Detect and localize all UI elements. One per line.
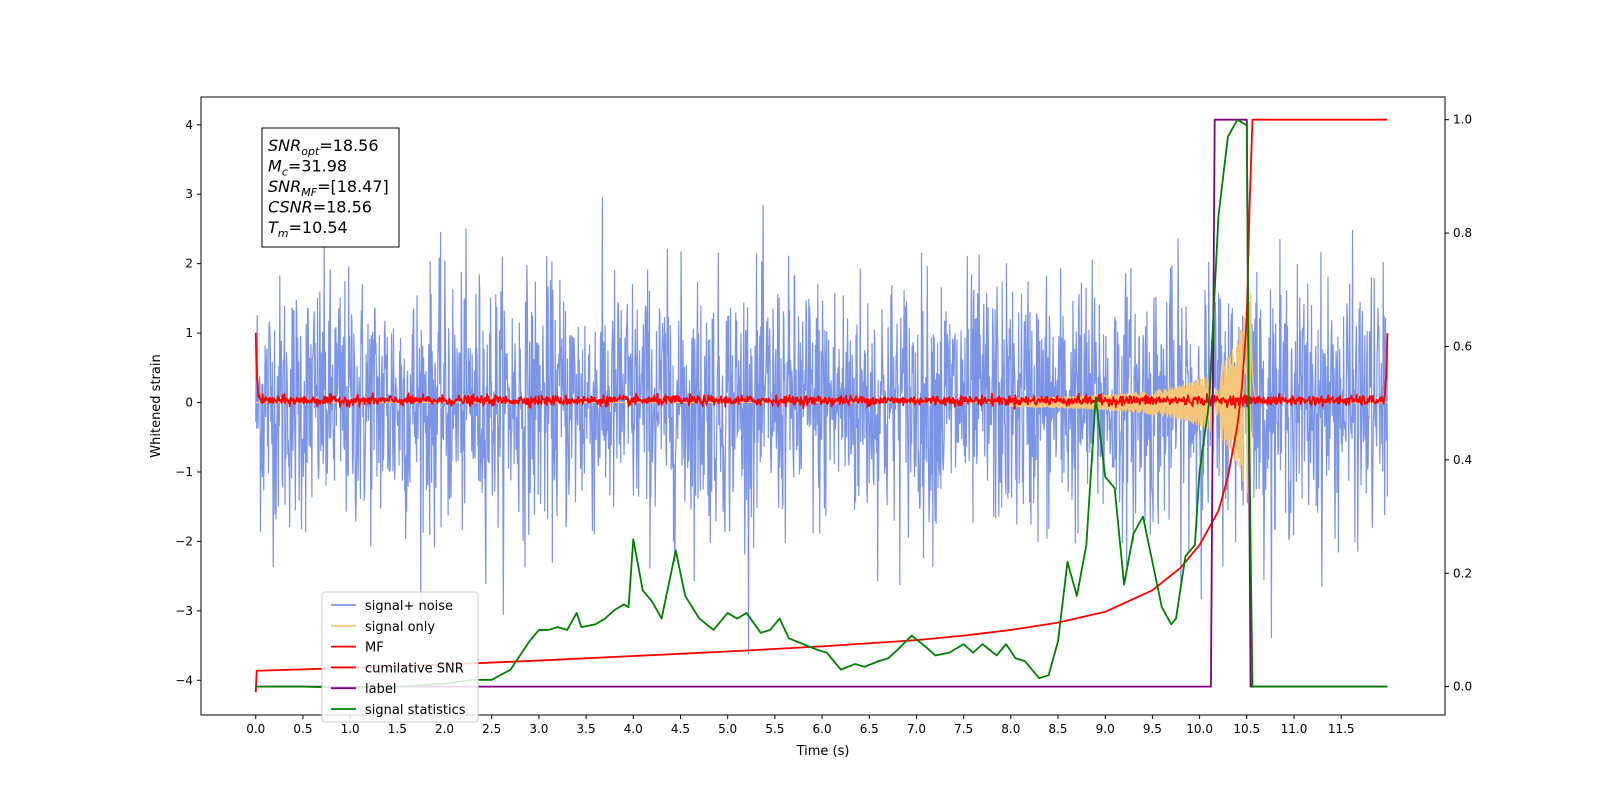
info-subscript: m (278, 227, 289, 240)
x-tick-label: 10.5 (1233, 722, 1260, 736)
y-tick-label: −3 (175, 604, 193, 618)
x-tick-label: 4.0 (624, 722, 643, 736)
y-tick-label: 0 (185, 396, 193, 410)
x-tick-label: 0.0 (246, 722, 265, 736)
x-axis: 0.0 0.5 1.0 1.5 2.0 2.5 3.0 3.5 4.0 4.5 5.0 5.5 6.0 6… (246, 715, 1355, 736)
y2-tick-label: 0.6 (1453, 339, 1472, 353)
x-tick-label: 5.0 (718, 722, 737, 736)
x-tick-label: 11.0 (1281, 722, 1308, 736)
series-line-3 (254, 118, 1388, 693)
x-tick-label: 2.5 (482, 722, 501, 736)
x-tick-label: 7.5 (954, 722, 973, 736)
legend: signal+ noise signal only MF cumilative SNR… (321, 591, 479, 723)
info-box-line: CSNR=18.56 (268, 198, 372, 217)
info-symbol: M (268, 157, 282, 176)
info-subscript: opt (301, 145, 320, 158)
info-box-line: SNRMF=[18.47] (268, 177, 389, 199)
y-tick-label: 3 (185, 187, 193, 201)
legend-label: signal+ noise (365, 599, 453, 614)
y2-tick-label: 0.2 (1453, 566, 1472, 580)
x-tick-label: 4.5 (671, 722, 690, 736)
x-tick-label: 3.5 (577, 722, 596, 736)
info-value: =[18.47] (317, 177, 389, 196)
legend-label: signal statistics (365, 703, 466, 718)
series-line-5 (255, 118, 1388, 689)
x-tick-label: 3.0 (529, 722, 548, 736)
legend-label: MF (365, 641, 384, 656)
info-subscript: c (282, 166, 288, 179)
series-layer (254, 118, 1389, 693)
x-tick-label: 8.0 (1001, 722, 1020, 736)
info-symbol: SNR (268, 177, 301, 196)
x-tick-label: 1.5 (388, 722, 407, 736)
y-tick-label: 2 (185, 257, 193, 271)
info-symbol: CSNR (268, 198, 313, 217)
info-box: SNRopt=18.56Mc=31.98SNRMF=[18.47]CSNR=18… (261, 127, 400, 248)
x-tick-label: 2.0 (435, 722, 454, 736)
y2-tick-label: 1.0 (1453, 113, 1472, 127)
x-axis-label: Time (s) (796, 744, 850, 759)
y-axis-label: Whitened strain (149, 354, 164, 457)
x-tick-label: 1.0 (341, 722, 360, 736)
info-symbol: T (268, 218, 279, 237)
x-tick-label: 6.5 (860, 722, 879, 736)
info-value: =10.54 (289, 218, 348, 237)
x-tick-label: 11.5 (1328, 722, 1355, 736)
info-value: =31.98 (288, 157, 347, 176)
x-tick-label: 7.0 (907, 722, 926, 736)
y-tick-label: −4 (175, 673, 193, 687)
x-tick-label: 8.5 (1048, 722, 1067, 736)
y-tick-label: −1 (175, 465, 193, 479)
legend-label: label (365, 682, 396, 697)
info-box-line: SNRopt=18.56 (268, 136, 379, 158)
y-tick-label: 1 (185, 326, 193, 340)
x-tick-label: 5.5 (765, 722, 784, 736)
info-value: =18.56 (319, 136, 378, 155)
y-tick-label: 4 (185, 118, 193, 132)
y-axis-right: 0.0 0.2 0.4 0.6 0.8 1.0 (1445, 113, 1472, 694)
series-line-2 (254, 332, 1389, 410)
x-tick-label: 9.5 (1143, 722, 1162, 736)
y-axis-left: −4 −3 −2 −1 0 1 2 3 4 (175, 118, 201, 687)
plot-frame (200, 96, 1446, 716)
series-line-0 (255, 197, 1389, 655)
y2-tick-label: 0.4 (1453, 453, 1472, 467)
info-box-line: Tm=10.54 (268, 218, 348, 240)
info-box-frame (261, 127, 400, 248)
x-tick-label: 6.0 (813, 722, 832, 736)
y2-tick-label: 0.0 (1453, 680, 1472, 694)
x-tick-label: 10.0 (1186, 722, 1213, 736)
y2-tick-label: 0.8 (1453, 226, 1472, 240)
legend-label: cumilative SNR (365, 661, 464, 676)
legend-frame (321, 591, 479, 723)
info-box-line: Mc=31.98 (268, 157, 347, 179)
info-value: =18.56 (313, 198, 372, 217)
y-tick-label: −2 (175, 534, 193, 548)
legend-label: signal only (365, 620, 435, 635)
x-tick-label: 9.0 (1096, 722, 1115, 736)
info-subscript: MF (301, 186, 317, 199)
x-tick-label: 0.5 (293, 722, 312, 736)
info-symbol: SNR (268, 136, 301, 155)
